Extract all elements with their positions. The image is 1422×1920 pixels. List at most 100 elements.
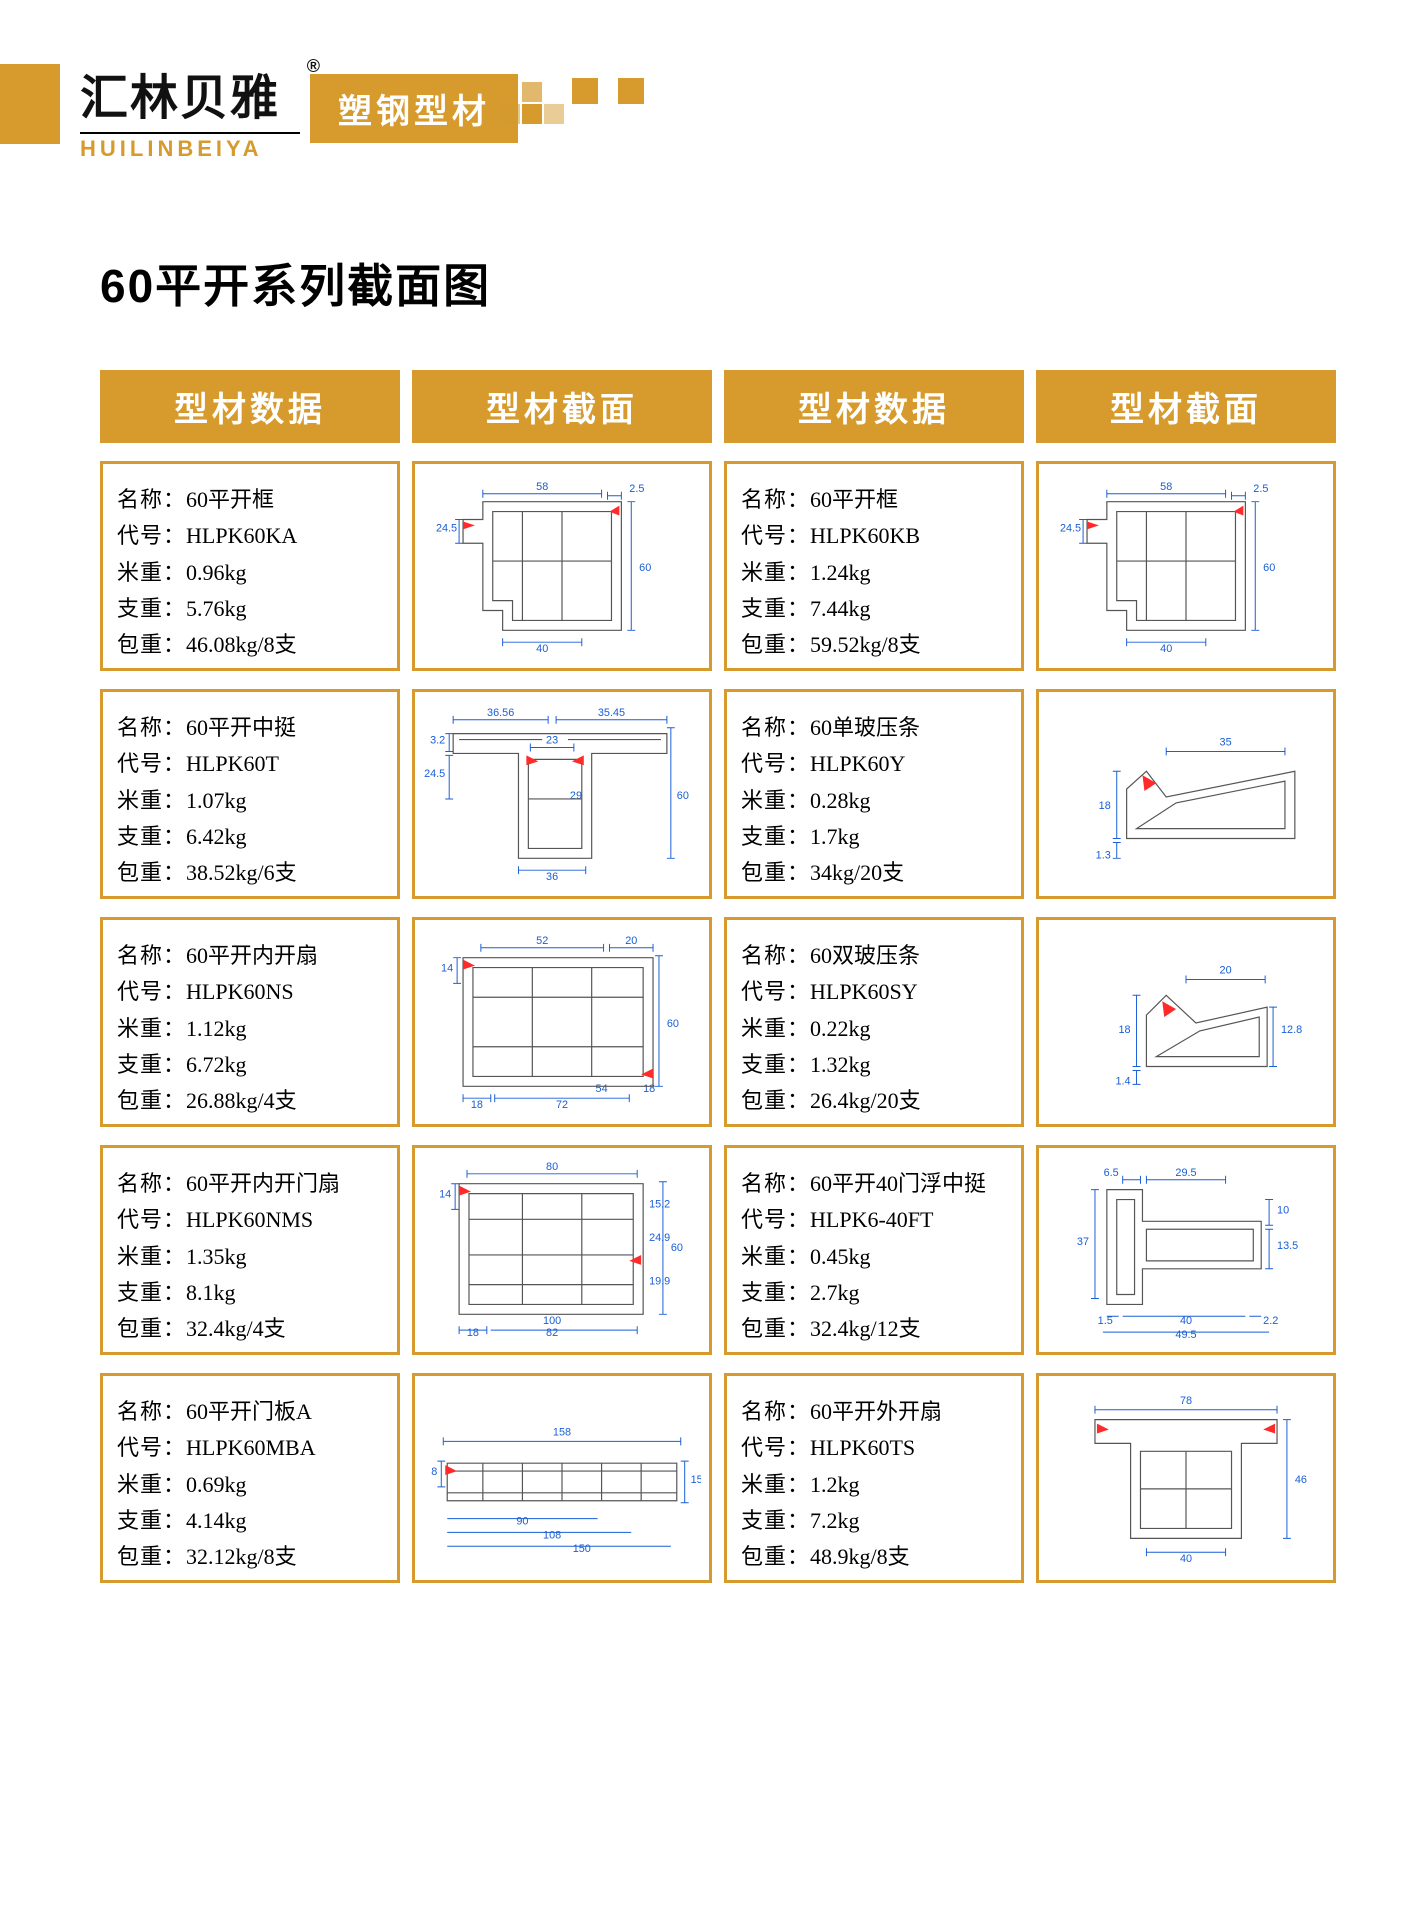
svg-text:100: 100 xyxy=(543,1315,561,1327)
category-chip: 塑钢型材 xyxy=(310,74,518,143)
profile-data-cell: 名称：60平开框代号：HLPK60KB米重：1.24kg支重：7.44kg包重：… xyxy=(724,461,1024,671)
field-label: 包重： xyxy=(117,632,186,657)
field-label: 支重： xyxy=(741,1280,810,1305)
field-value: HLPK60SY xyxy=(810,979,918,1004)
page-header: 汇林贝雅® HUILINBEIYA 塑钢型材 xyxy=(0,40,1422,160)
field-value: 46.08kg/8支 xyxy=(186,632,297,657)
field-label: 米重： xyxy=(117,788,186,813)
svg-text:10: 10 xyxy=(1277,1204,1289,1216)
svg-text:8: 8 xyxy=(431,1466,437,1478)
profile-section-cell: 35 18 1.3 xyxy=(1036,689,1336,899)
profile-data-cell: 名称：60平开40门浮中挺代号：HLPK6-40FT米重：0.45kg支重：2.… xyxy=(724,1145,1024,1355)
svg-text:1.3: 1.3 xyxy=(1096,849,1111,861)
profile-row: 名称：60平开内开门扇代号：HLPK60NMS米重：1.35kg支重：8.1kg… xyxy=(100,1145,1332,1355)
svg-text:24.5: 24.5 xyxy=(436,522,457,534)
field-value: 60单玻压条 xyxy=(810,715,920,740)
col-header-section-2: 型材截面 xyxy=(1036,370,1336,443)
profile-section-cell: 36.56 35.45 23 3.2 24.5 29 60 36 xyxy=(412,689,712,899)
field-value: 8.1kg xyxy=(186,1280,236,1305)
field-label: 名称： xyxy=(741,487,810,512)
profile-row: 名称：60平开门板A代号：HLPK60MBA米重：0.69kg支重：4.14kg… xyxy=(100,1373,1332,1583)
svg-text:24.5: 24.5 xyxy=(424,768,445,780)
svg-text:78: 78 xyxy=(1180,1395,1192,1407)
field-value: 60平开中挺 xyxy=(186,715,296,740)
svg-text:1.4: 1.4 xyxy=(1115,1075,1130,1087)
profile-data-cell: 名称：60平开中挺代号：HLPK60T米重：1.07kg支重：6.42kg包重：… xyxy=(100,689,400,899)
rows-container: 名称：60平开框代号：HLPK60KA米重：0.96kg支重：5.76kg包重：… xyxy=(100,461,1332,1583)
svg-text:40: 40 xyxy=(1180,1315,1192,1327)
field-value: HLPK60Y xyxy=(810,751,905,776)
profile-section-cell: 58 2.5 24.5 60 40 xyxy=(1036,461,1336,671)
svg-text:14: 14 xyxy=(439,1189,451,1201)
field-value: 2.7kg xyxy=(810,1280,860,1305)
field-value: 60平开框 xyxy=(186,487,274,512)
field-value: 1.24kg xyxy=(810,560,871,585)
field-label: 名称： xyxy=(117,1399,186,1424)
field-label: 米重： xyxy=(117,1244,186,1269)
svg-text:58: 58 xyxy=(1160,481,1172,493)
field-label: 包重： xyxy=(117,1088,186,1113)
svg-text:18: 18 xyxy=(467,1327,479,1339)
field-label: 名称： xyxy=(117,1171,186,1196)
profile-section-cell: 80 14 60 15.2 24.9 19.9 18 82 100 xyxy=(412,1145,712,1355)
svg-text:12.8: 12.8 xyxy=(1281,1024,1302,1036)
field-value: 6.72kg xyxy=(186,1052,247,1077)
field-value: 1.07kg xyxy=(186,788,247,813)
field-label: 名称： xyxy=(741,1399,810,1424)
svg-text:18: 18 xyxy=(1118,1024,1130,1036)
field-label: 支重： xyxy=(117,1508,186,1533)
svg-text:150: 150 xyxy=(573,1543,591,1555)
svg-text:60: 60 xyxy=(671,1242,683,1254)
field-label: 米重： xyxy=(741,1244,810,1269)
svg-text:54: 54 xyxy=(596,1083,608,1095)
field-label: 包重： xyxy=(117,1316,186,1341)
col-header-data-2: 型材数据 xyxy=(724,370,1024,443)
svg-text:1.5: 1.5 xyxy=(1098,1315,1113,1327)
profile-data-cell: 名称：60单玻压条代号：HLPK60Y米重：0.28kg支重：1.7kg包重：3… xyxy=(724,689,1024,899)
field-label: 包重： xyxy=(117,860,186,885)
field-label: 米重： xyxy=(741,1472,810,1497)
svg-text:40: 40 xyxy=(1160,643,1172,655)
svg-text:19.9: 19.9 xyxy=(649,1276,670,1288)
field-label: 代号： xyxy=(117,979,186,1004)
profile-data-cell: 名称：60平开内开门扇代号：HLPK60NMS米重：1.35kg支重：8.1kg… xyxy=(100,1145,400,1355)
svg-text:80: 80 xyxy=(546,1161,558,1173)
field-value: 60平开内开门扇 xyxy=(186,1171,340,1196)
profile-data-cell: 名称：60双玻压条代号：HLPK60SY米重：0.22kg支重：1.32kg包重… xyxy=(724,917,1024,1127)
field-value: 48.9kg/8支 xyxy=(810,1544,910,1569)
svg-text:29: 29 xyxy=(570,790,582,802)
field-value: 4.14kg xyxy=(186,1508,247,1533)
profile-data-cell: 名称：60平开框代号：HLPK60KA米重：0.96kg支重：5.76kg包重：… xyxy=(100,461,400,671)
field-value: 26.88kg/4支 xyxy=(186,1088,297,1113)
field-value: 26.4kg/20支 xyxy=(810,1088,921,1113)
accent-bar xyxy=(0,64,60,144)
field-value: 7.2kg xyxy=(810,1508,860,1533)
field-label: 支重： xyxy=(117,596,186,621)
field-label: 名称： xyxy=(117,487,186,512)
svg-text:82: 82 xyxy=(546,1327,558,1339)
page-title: 60平开系列截面图 xyxy=(100,250,491,316)
field-label: 支重： xyxy=(741,1052,810,1077)
field-value: 1.35kg xyxy=(186,1244,247,1269)
field-label: 代号： xyxy=(741,523,810,548)
svg-text:20: 20 xyxy=(625,935,637,947)
field-value: 0.28kg xyxy=(810,788,871,813)
field-label: 包重： xyxy=(741,632,810,657)
field-label: 代号： xyxy=(117,523,186,548)
field-label: 代号： xyxy=(117,1207,186,1232)
profile-section-cell: 6.5 29.5 37 10 13.5 1.5 40 2.2 49.5 xyxy=(1036,1145,1336,1355)
svg-text:35.45: 35.45 xyxy=(598,707,625,719)
profile-data-cell: 名称：60平开门板A代号：HLPK60MBA米重：0.69kg支重：4.14kg… xyxy=(100,1373,400,1583)
field-label: 支重： xyxy=(117,824,186,849)
profile-section-cell: 52 20 14 60 18 72 54 18 xyxy=(412,917,712,1127)
field-label: 代号： xyxy=(741,751,810,776)
svg-text:72: 72 xyxy=(556,1099,568,1111)
svg-text:2.5: 2.5 xyxy=(629,483,644,495)
svg-text:90: 90 xyxy=(516,1516,528,1528)
svg-text:3.2: 3.2 xyxy=(430,735,445,747)
svg-text:60: 60 xyxy=(1263,562,1275,574)
profile-row: 名称：60平开中挺代号：HLPK60T米重：1.07kg支重：6.42kg包重：… xyxy=(100,689,1332,899)
field-label: 支重： xyxy=(117,1280,186,1305)
field-value: 32.12kg/8支 xyxy=(186,1544,297,1569)
svg-text:2.2: 2.2 xyxy=(1263,1315,1278,1327)
